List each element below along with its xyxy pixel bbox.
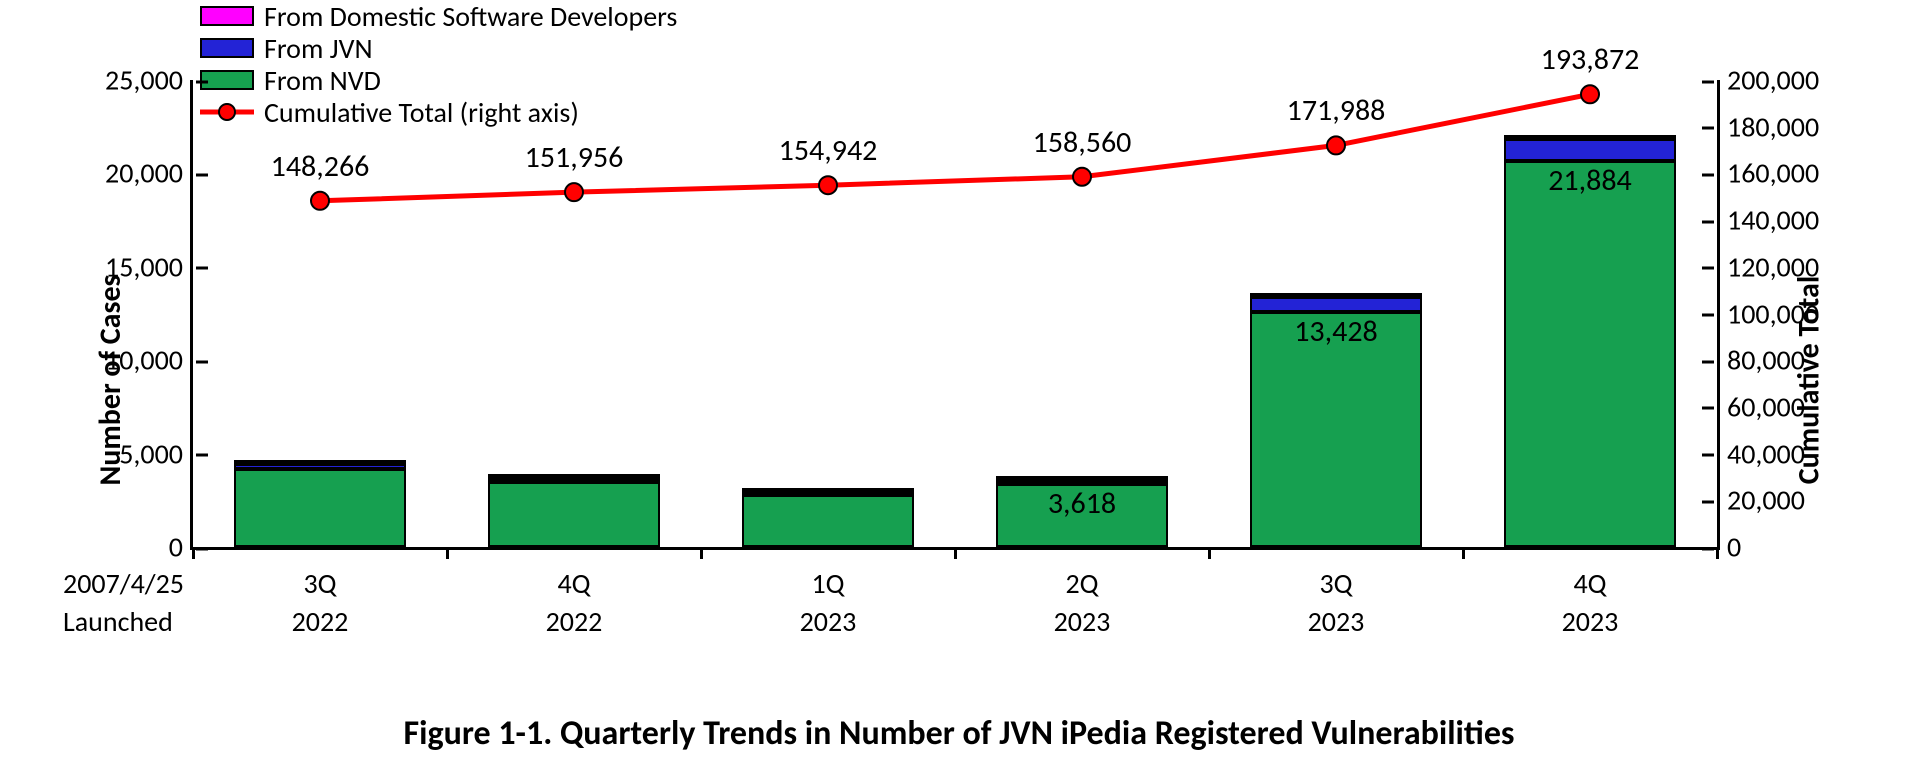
x-axis-label: 4Q2022	[546, 547, 603, 641]
bar-segment-domestic	[1250, 293, 1423, 297]
bar-segment-domestic	[488, 474, 661, 478]
y-tick-left: 0	[169, 530, 193, 565]
cumulative-value-label: 193,872	[1541, 41, 1640, 78]
cumulative-marker	[819, 176, 837, 194]
bar-segment-jvn	[996, 480, 1169, 485]
bar-group: 4Q202321,884	[1504, 138, 1677, 547]
x-axis-label: 4Q2023	[1562, 547, 1619, 641]
legend-item-domestic: From Domestic Software Developers	[200, 0, 677, 32]
y-tick-left: 20,000	[105, 156, 193, 191]
cumulative-value-label: 148,266	[271, 148, 370, 185]
chart-figure: Number of Cases Cumulative Total From Do…	[0, 0, 1918, 759]
bar-segment-nvd	[1504, 161, 1677, 547]
legend-swatch-jvn	[200, 38, 254, 58]
y-tick-right: 200,000	[1717, 63, 1819, 98]
bar-segment-nvd	[488, 482, 661, 547]
cumulative-line	[193, 80, 1717, 547]
legend-label: From JVN	[264, 31, 373, 66]
y-tick-left: 25,000	[105, 63, 193, 98]
y-tick-left: 5,000	[119, 436, 193, 471]
cumulative-value-label: 151,956	[525, 139, 624, 176]
cumulative-value-label: 154,942	[779, 132, 878, 169]
cumulative-value-label: 171,988	[1287, 92, 1386, 129]
bar-segment-domestic	[996, 476, 1169, 480]
y-tick-right: 160,000	[1717, 156, 1819, 191]
cumulative-polyline	[320, 94, 1590, 200]
bar-segment-jvn	[1504, 139, 1677, 161]
launched-label: 2007/4/25 Launched	[63, 547, 184, 641]
y-tick-right: 60,000	[1717, 389, 1805, 424]
y-tick-right: 0	[1717, 530, 1741, 565]
x-tick	[446, 547, 449, 559]
y-tick-right: 40,000	[1717, 436, 1805, 471]
legend-item-jvn: From JVN	[200, 32, 677, 64]
bar-value-label: 3,618	[1048, 485, 1116, 522]
x-tick	[1208, 547, 1211, 559]
cumulative-marker	[311, 192, 329, 210]
y-tick-right: 100,000	[1717, 296, 1819, 331]
legend-swatch-domestic	[200, 6, 254, 26]
bar-segment-jvn	[1250, 297, 1423, 312]
x-tick	[700, 547, 703, 559]
x-tick	[1716, 547, 1719, 559]
plot-area: 2007/4/25 Launched 05,00010,00015,00020,…	[190, 80, 1720, 550]
launched-text: Launched	[63, 604, 173, 639]
cumulative-marker	[1073, 168, 1091, 186]
bar-group: 4Q2022	[488, 478, 661, 547]
figure-caption: Figure 1-1. Quarterly Trends in Number o…	[0, 713, 1918, 754]
y-tick-left: 15,000	[105, 249, 193, 284]
bar-value-label: 21,884	[1548, 162, 1632, 199]
y-tick-right: 120,000	[1717, 249, 1819, 284]
y-tick-right: 20,000	[1717, 483, 1805, 518]
bar-group: 3Q2022	[234, 463, 407, 547]
y-tick-right: 140,000	[1717, 203, 1819, 238]
x-tick	[192, 547, 195, 559]
bar-segment-jvn	[234, 464, 407, 470]
bar-segment-domestic	[1504, 135, 1677, 139]
x-axis-label: 3Q2022	[292, 547, 349, 641]
y-tick-right: 180,000	[1717, 109, 1819, 144]
x-tick	[954, 547, 957, 559]
legend-label: From Domestic Software Developers	[264, 0, 677, 34]
bar-segment-nvd	[234, 469, 407, 547]
x-axis-label: 2Q2023	[1054, 547, 1111, 641]
x-axis-label: 3Q2023	[1308, 547, 1365, 641]
y-tick-right: 80,000	[1717, 343, 1805, 378]
cumulative-value-label: 158,560	[1033, 124, 1132, 161]
bar-group: 3Q202313,428	[1250, 296, 1423, 547]
bar-group: 1Q2023	[742, 491, 915, 547]
x-axis-label: 1Q2023	[800, 547, 857, 641]
launched-date: 2007/4/25	[63, 566, 184, 601]
y-tick-left: 10,000	[105, 343, 193, 378]
x-tick	[1462, 547, 1465, 559]
bar-segment-nvd	[742, 495, 915, 547]
bar-group: 2Q20233,618	[996, 479, 1169, 547]
cumulative-marker	[1327, 136, 1345, 154]
bar-value-label: 13,428	[1294, 313, 1378, 350]
cumulative-marker	[1581, 85, 1599, 103]
cumulative-marker	[565, 183, 583, 201]
bar-segment-domestic	[234, 460, 407, 464]
bar-segment-domestic	[742, 488, 915, 492]
